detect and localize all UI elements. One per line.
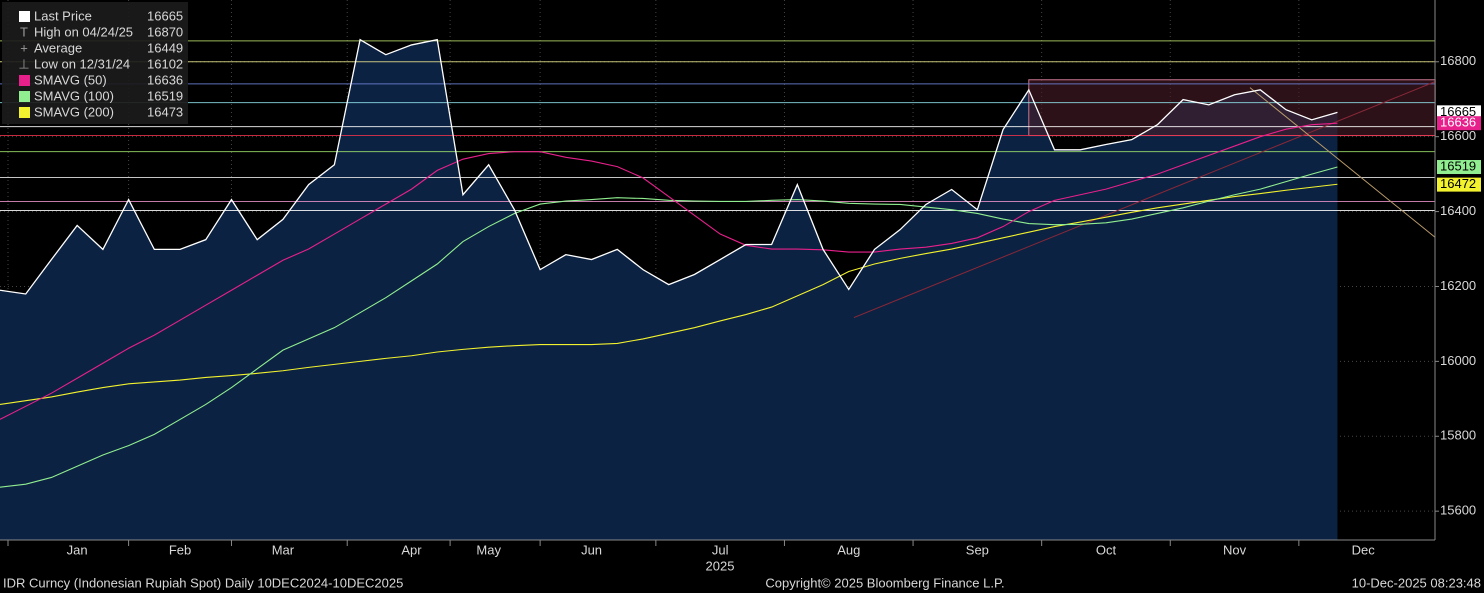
legend-icon: T <box>20 24 28 39</box>
x-tick-label: Dec <box>1352 542 1376 557</box>
x-tick-label: Sep <box>966 542 989 557</box>
year-label: 2025 <box>706 558 735 573</box>
x-tick-label: Nov <box>1223 542 1247 557</box>
legend-box <box>2 2 188 124</box>
legend-name: SMAVG (50) <box>34 72 107 87</box>
legend-value: 16636 <box>147 72 183 87</box>
axis-tag-box <box>1437 105 1481 120</box>
legend-name: High on 04/24/25 <box>34 24 133 39</box>
axis-tag-box <box>1437 177 1481 192</box>
x-tick-label: Apr <box>401 542 422 557</box>
footer-center: Copyright© 2025 Bloomberg Finance L.P. <box>765 575 1004 590</box>
legend-name: SMAVG (100) <box>34 88 114 103</box>
legend-name: Last Price <box>34 8 92 23</box>
legend-icon: + <box>20 40 28 55</box>
axis-tag-box <box>1437 116 1481 131</box>
plot <box>0 0 1436 540</box>
x-tick-label: Mar <box>272 542 295 557</box>
series-line <box>0 166 1338 488</box>
x-tick-label: Oct <box>1096 542 1117 557</box>
x-tick-label: Jun <box>581 542 602 557</box>
legend-name: Average <box>34 40 82 55</box>
y-tick-label: 16800 <box>1440 53 1476 68</box>
trendline <box>853 81 1436 319</box>
axis-tag-label: 16636 <box>1440 115 1476 130</box>
y-tick-label: 15800 <box>1440 428 1476 443</box>
legend: Last Price 16665 T High on 04/24/25 16870 + Av… <box>18 8 183 119</box>
footer-right: 10-Dec-2025 08:23:48 <box>1352 575 1481 590</box>
x-tick-label: Feb <box>169 542 191 557</box>
footer-left: IDR Curncy (Indonesian Rupiah Spot) Dail… <box>3 575 403 590</box>
legend-name: Low on 12/31/24 <box>34 56 130 71</box>
legend-swatch <box>19 75 30 86</box>
series-line <box>0 183 1338 405</box>
legend-swatch <box>19 91 30 102</box>
y-tick-label: 16200 <box>1440 278 1476 293</box>
trendline <box>1249 87 1436 238</box>
x-tick-label: Jan <box>67 542 88 557</box>
legend-swatch <box>19 11 30 22</box>
legend-value: 16449 <box>147 40 183 55</box>
axis-tag-label: 16665 <box>1440 104 1476 119</box>
series-line <box>0 38 1338 295</box>
legend-value: 16519 <box>147 88 183 103</box>
series-line <box>0 122 1338 420</box>
x-tick-label: Aug <box>837 542 860 557</box>
legend-value: 16870 <box>147 24 183 39</box>
axis-tag-label: 16519 <box>1440 158 1476 173</box>
legend-value: 16665 <box>147 8 183 23</box>
y-tick-label: 15600 <box>1440 503 1476 518</box>
x-tick-label: May <box>476 542 501 557</box>
legend-value: 16473 <box>147 104 183 119</box>
axis-tag-box <box>1437 160 1481 175</box>
x-tick-label: Jul <box>712 542 729 557</box>
y-tick-label: 16400 <box>1440 203 1476 218</box>
shaded-range <box>1028 79 1436 137</box>
legend-name: SMAVG (200) <box>34 104 114 119</box>
y-tick-label: 16000 <box>1440 353 1476 368</box>
y-tick-label: 16600 <box>1440 128 1476 143</box>
legend-icon: ⊥ <box>18 56 29 71</box>
axis-tag-label: 16472 <box>1440 176 1476 191</box>
legend-value: 16102 <box>147 56 183 71</box>
legend-swatch <box>19 107 30 118</box>
